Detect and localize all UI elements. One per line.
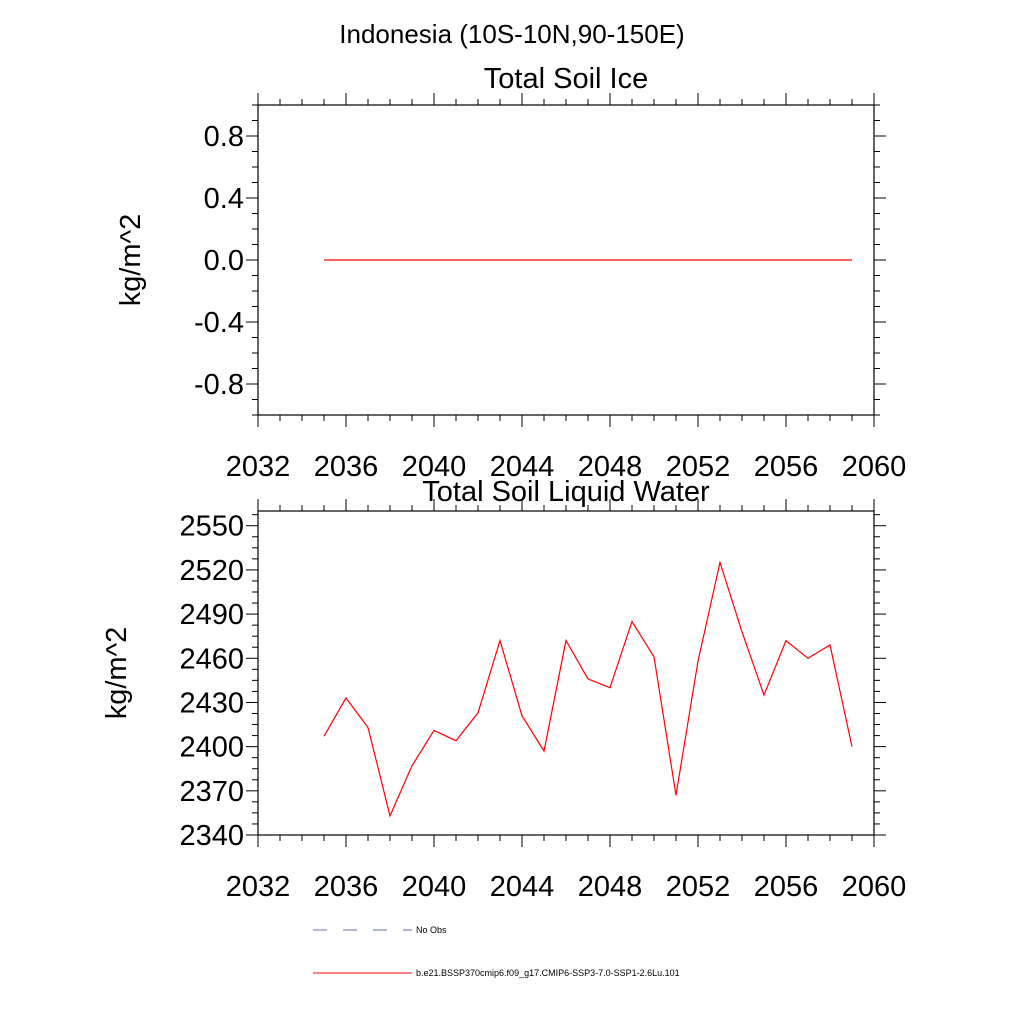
- y-tick-label: 0.4: [204, 183, 244, 215]
- x-tick-label: 2052: [666, 871, 731, 903]
- x-tick-label: 2036: [314, 451, 379, 483]
- y-axis-label: kg/m^2: [101, 627, 133, 720]
- y-tick-label: -0.8: [194, 369, 244, 401]
- x-tick-label: 2032: [226, 871, 291, 903]
- x-tick-label: 2048: [578, 451, 643, 483]
- x-tick-label: 2032: [226, 451, 291, 483]
- series-line: [323, 560, 853, 818]
- x-tick-label: 2044: [490, 451, 555, 483]
- y-tick-label: 2400: [179, 732, 244, 764]
- x-tick-label: 2060: [842, 871, 907, 903]
- x-tick-label: 2040: [402, 871, 467, 903]
- y-tick-label: 2460: [179, 643, 244, 675]
- y-tick-label: 2430: [179, 687, 244, 719]
- y-axis-label: kg/m^2: [115, 214, 147, 307]
- x-tick-label: 2056: [754, 451, 819, 483]
- x-tick-label: 2056: [754, 871, 819, 903]
- x-tick-label: 2060: [842, 451, 907, 483]
- legend-label-no-obs: No Obs: [416, 925, 447, 935]
- chart-title: Total Soil Liquid Water: [422, 476, 710, 508]
- y-tick-label: 0.0: [204, 245, 244, 277]
- y-tick-label: 2370: [179, 776, 244, 808]
- y-tick-label: 0.8: [204, 121, 244, 153]
- plot-frame: [257, 510, 875, 836]
- y-tick-label: 2490: [179, 599, 244, 631]
- x-tick-label: 2048: [578, 871, 643, 903]
- y-tick-label: 2340: [179, 820, 244, 852]
- y-tick-label: -0.4: [194, 307, 244, 339]
- legend-label-simulation: b.e21.BSSP370cmip6.f09_g17.CMIP6-SSP3-7.…: [416, 968, 680, 978]
- panel-total-soil-ice: Total Soil Ice kg/m^2 2032 2036 2040 2044 2048…: [115, 63, 906, 483]
- x-tick-label: 2052: [666, 451, 731, 483]
- y-tick-label: 2550: [179, 511, 244, 543]
- legend: No Obs b.e21.BSSP370cmip6.f09_g17.CMIP6-…: [313, 925, 680, 978]
- chart-title: Total Soil Ice: [484, 63, 648, 95]
- x-tick-label: 2040: [402, 451, 467, 483]
- x-tick-label: 2036: [314, 871, 379, 903]
- panel-total-soil-liquid-water: Total Soil Liquid Water kg/m^2 2032 2036 204…: [101, 476, 906, 903]
- x-tick-label: 2044: [490, 871, 555, 903]
- y-tick-label: 2520: [179, 555, 244, 587]
- figure-title: Indonesia (10S-10N,90-150E): [339, 19, 684, 49]
